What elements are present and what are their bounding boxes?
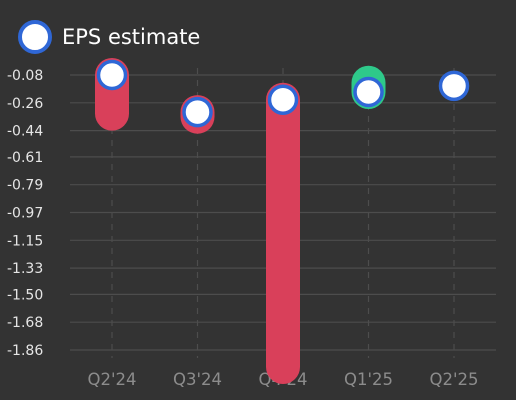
y-tick-label: -1.86: [7, 343, 43, 359]
legend-marker-icon: [18, 20, 52, 54]
x-tick-label: Q3'24: [173, 370, 222, 389]
legend: EPS estimate: [18, 20, 200, 54]
bars: [95, 58, 386, 384]
y-tick-label: -1.15: [7, 233, 43, 249]
surprise-bar: [266, 82, 300, 384]
legend-label: EPS estimate: [62, 25, 201, 49]
x-tick-label: Q1'25: [344, 370, 393, 389]
y-tick-label: -0.44: [7, 124, 43, 140]
estimate-point: [96, 59, 128, 91]
y-tick-label: -0.79: [7, 178, 43, 194]
y-tick-label: -1.68: [7, 315, 43, 331]
estimate-point: [353, 76, 384, 108]
y-tick-label: -1.33: [7, 261, 43, 277]
estimate-point: [438, 70, 470, 102]
x-tick-label: Q2'25: [429, 370, 478, 389]
y-tick-label: -0.97: [7, 206, 43, 222]
y-tick-label: -1.50: [7, 287, 43, 303]
y-axis: -0.08 -0.26 -0.44 -0.61 -0.79 -0.97 -1.15 -1.33…: [7, 68, 43, 359]
points: [96, 59, 470, 128]
y-tick-label: -0.26: [7, 96, 43, 112]
y-tick-label: -0.08: [7, 68, 43, 84]
x-tick-label: Q2'24: [87, 370, 136, 389]
estimate-point: [267, 84, 299, 115]
estimate-point: [182, 96, 213, 128]
y-tick-label: -0.61: [7, 150, 43, 166]
